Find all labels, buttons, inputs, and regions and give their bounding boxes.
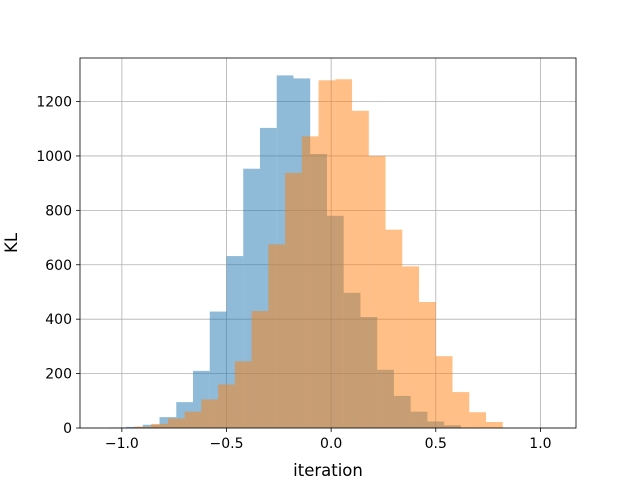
y-axis-ticks: 0 200 400 600 800 1000 1200 bbox=[36, 95, 80, 437]
y-tick-label: 0 bbox=[63, 421, 72, 437]
histogram-bar bbox=[251, 311, 269, 428]
series-2 bbox=[134, 79, 503, 429]
histogram-bar bbox=[184, 411, 202, 428]
x-tick-label: −1.0 bbox=[105, 436, 139, 452]
x-axis-ticks: −1.0 −0.5 0.0 0.5 1.0 bbox=[105, 428, 552, 452]
histogram-bar bbox=[285, 172, 302, 428]
x-tick-label: 0.0 bbox=[320, 436, 342, 452]
histogram-bar bbox=[469, 412, 487, 428]
histogram-bar bbox=[435, 356, 453, 428]
y-tick-label: 1200 bbox=[36, 95, 72, 111]
histogram-bar bbox=[151, 423, 168, 428]
y-tick-label: 800 bbox=[45, 203, 72, 219]
y-axis-label: KL bbox=[2, 232, 21, 253]
histogram-bar bbox=[301, 136, 319, 428]
histogram-bar bbox=[335, 79, 353, 429]
plot-frame bbox=[79, 57, 577, 429]
histogram-bar bbox=[218, 384, 235, 428]
y-tick-label: 200 bbox=[45, 367, 72, 383]
histogram-bar bbox=[318, 80, 336, 428]
y-tick-label: 400 bbox=[45, 312, 72, 328]
histogram-bar bbox=[368, 155, 386, 429]
histogram-bar bbox=[352, 110, 369, 428]
histogram-bars bbox=[109, 75, 503, 429]
histogram-bar bbox=[402, 266, 420, 428]
x-tick-label: 1.0 bbox=[529, 436, 551, 452]
x-tick-label: −0.5 bbox=[209, 436, 243, 452]
histogram-bar bbox=[201, 399, 219, 428]
histogram-bar bbox=[452, 392, 470, 428]
histogram-bar bbox=[486, 422, 503, 428]
histogram-bar bbox=[268, 244, 286, 428]
histogram-bar bbox=[167, 418, 185, 428]
histogram-bar bbox=[385, 229, 403, 428]
y-tick-label: 600 bbox=[45, 258, 72, 274]
histogram-bar bbox=[234, 361, 252, 428]
x-tick-label: 0.5 bbox=[425, 436, 447, 452]
histogram-bar bbox=[419, 302, 436, 428]
histogram-bar bbox=[134, 426, 152, 428]
x-axis-label: iteration bbox=[293, 461, 363, 480]
y-tick-label: 1000 bbox=[36, 149, 72, 165]
